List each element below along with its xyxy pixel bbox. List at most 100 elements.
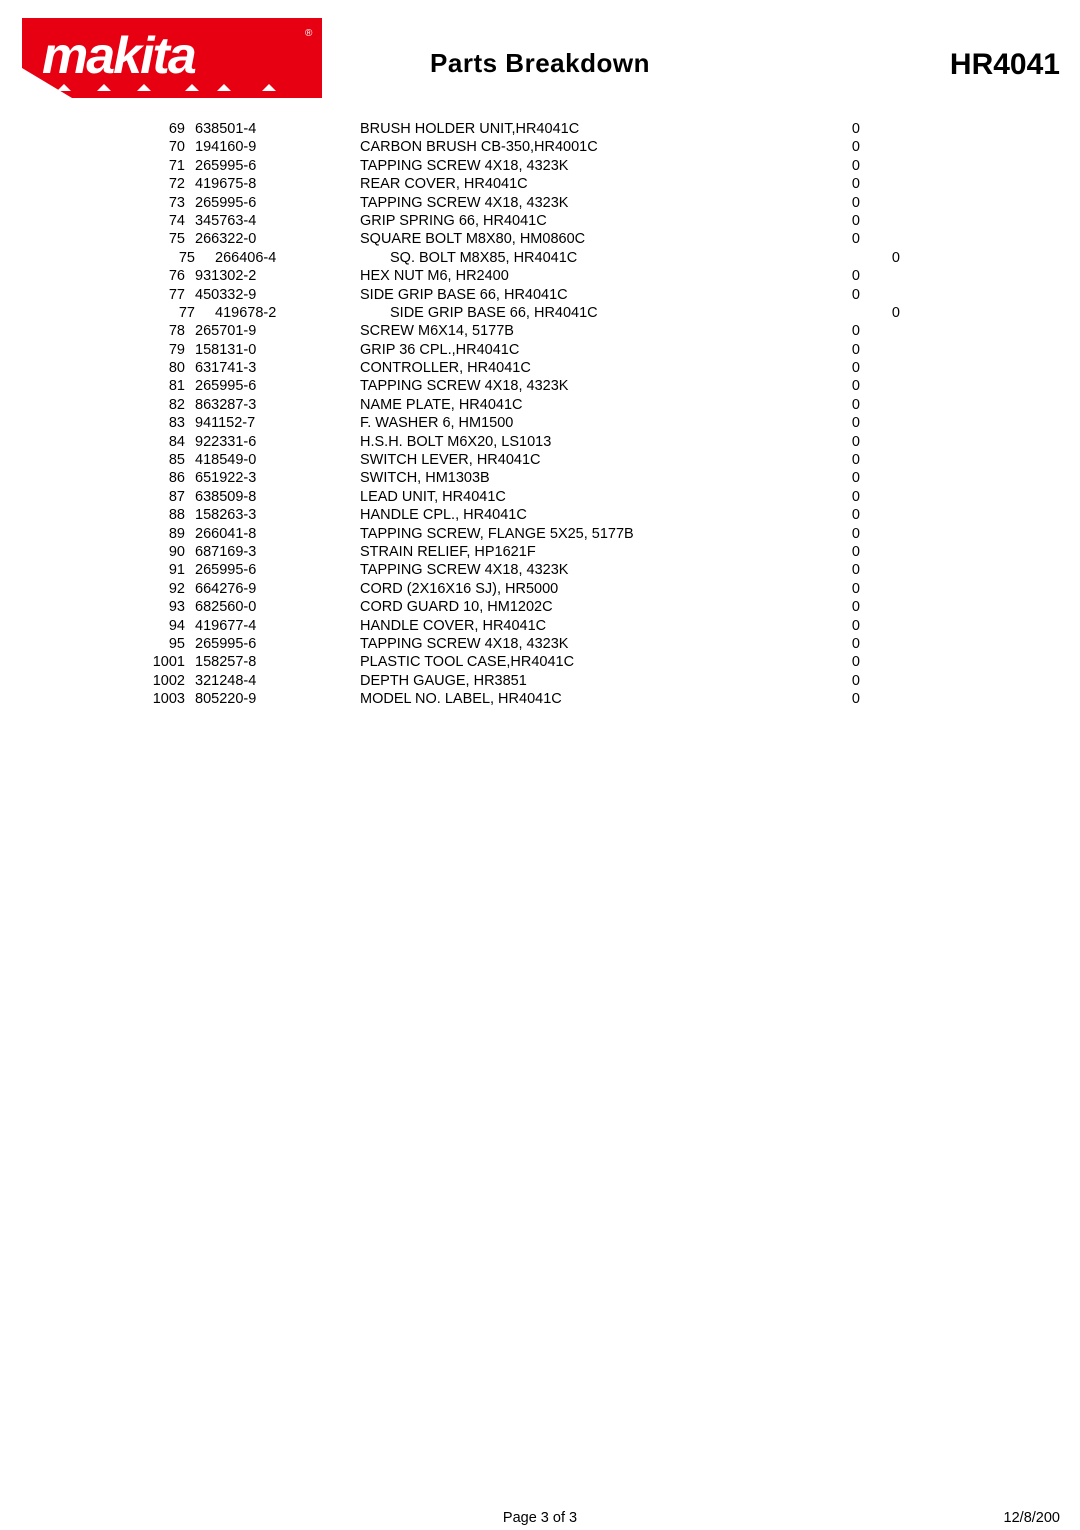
table-row: 94419677-4HANDLE COVER, HR4041C0: [100, 617, 920, 635]
page-title: Parts Breakdown: [430, 48, 650, 79]
row-qty: 0: [790, 120, 860, 138]
row-index: 70: [100, 138, 195, 156]
row-qty: 0: [820, 304, 900, 322]
table-row: 80631741-3CONTROLLER, HR4041C0: [100, 359, 920, 377]
row-description: CARBON BRUSH CB-350,HR4001C: [360, 138, 790, 156]
table-row: 86651922-3SWITCH, HM1303B0: [100, 469, 920, 487]
table-row: 71265995-6TAPPING SCREW 4X18, 4323K0: [100, 157, 920, 175]
header: makita ® Parts Breakdown HR4041: [0, 0, 1080, 110]
row-part-number: 265701-9: [195, 322, 360, 340]
row-description: BRUSH HOLDER UNIT,HR4041C: [360, 120, 790, 138]
row-description: CONTROLLER, HR4041C: [360, 359, 790, 377]
row-part-number: 631741-3: [195, 359, 360, 377]
row-index: 89: [100, 525, 195, 543]
row-description: SCREW M6X14, 5177B: [360, 322, 790, 340]
table-row: 89266041-8TAPPING SCREW, FLANGE 5X25, 51…: [100, 525, 920, 543]
row-index: 95: [100, 635, 195, 653]
row-description: SQ. BOLT M8X85, HR4041C: [370, 249, 820, 267]
row-qty: 0: [790, 488, 860, 506]
row-part-number: 450332-9: [195, 286, 360, 304]
row-index: 85: [100, 451, 195, 469]
row-index: 76: [100, 267, 195, 285]
row-index: 79: [100, 341, 195, 359]
row-part-number: 805220-9: [195, 690, 360, 708]
row-description: HANDLE CPL., HR4041C: [360, 506, 790, 524]
row-qty: 0: [790, 175, 860, 193]
table-row: 77450332-9SIDE GRIP BASE 66, HR4041C0: [100, 286, 920, 304]
table-row: 91265995-6TAPPING SCREW 4X18, 4323K0: [100, 561, 920, 579]
table-row: 72419675-8REAR COVER, HR4041C0: [100, 175, 920, 193]
table-row: 79158131-0GRIP 36 CPL.,HR4041C0: [100, 341, 920, 359]
row-part-number: 265995-6: [195, 194, 360, 212]
table-row: 85418549-0SWITCH LEVER, HR4041C0: [100, 451, 920, 469]
row-index: 94: [100, 617, 195, 635]
row-index: 92: [100, 580, 195, 598]
table-row: 87638509-8LEAD UNIT, HR4041C0: [100, 488, 920, 506]
row-part-number: 194160-9: [195, 138, 360, 156]
row-part-number: 266406-4: [195, 249, 370, 267]
row-description: DEPTH GAUGE, HR3851: [360, 672, 790, 690]
row-index: 88: [100, 506, 195, 524]
table-row: 82863287-3NAME PLATE, HR4041C0: [100, 396, 920, 414]
row-description: LEAD UNIT, HR4041C: [360, 488, 790, 506]
page: makita ® Parts Breakdown HR4041 69638501…: [0, 0, 1080, 1530]
row-description: HANDLE COVER, HR4041C: [360, 617, 790, 635]
row-description: H.S.H. BOLT M6X20, LS1013: [360, 433, 790, 451]
table-row: 83941152-7F. WASHER 6, HM15000: [100, 414, 920, 432]
row-index: 74: [100, 212, 195, 230]
row-index: 80: [100, 359, 195, 377]
row-index: 77: [100, 304, 195, 322]
row-qty: 0: [790, 598, 860, 616]
row-part-number: 158131-0: [195, 341, 360, 359]
row-part-number: 265995-6: [195, 561, 360, 579]
row-index: 77: [100, 286, 195, 304]
row-description: NAME PLATE, HR4041C: [360, 396, 790, 414]
row-description: TAPPING SCREW 4X18, 4323K: [360, 157, 790, 175]
row-index: 84: [100, 433, 195, 451]
footer-date: 12/8/200: [1004, 1510, 1060, 1526]
table-row: 76931302-2HEX NUT M6, HR24000: [100, 267, 920, 285]
row-qty: 0: [790, 635, 860, 653]
row-part-number: 321248-4: [195, 672, 360, 690]
row-part-number: 419678-2: [195, 304, 370, 322]
row-part-number: 638501-4: [195, 120, 360, 138]
row-part-number: 664276-9: [195, 580, 360, 598]
row-description: STRAIN RELIEF, HP1621F: [360, 543, 790, 561]
row-part-number: 158257-8: [195, 653, 360, 671]
row-qty: 0: [790, 451, 860, 469]
row-description: CORD (2X16X16 SJ), HR5000: [360, 580, 790, 598]
row-part-number: 863287-3: [195, 396, 360, 414]
table-row: 73265995-6TAPPING SCREW 4X18, 4323K0: [100, 194, 920, 212]
row-description: REAR COVER, HR4041C: [360, 175, 790, 193]
row-qty: 0: [790, 543, 860, 561]
row-qty: 0: [790, 267, 860, 285]
table-row: 93682560-0CORD GUARD 10, HM1202C0: [100, 598, 920, 616]
row-description: SWITCH, HM1303B: [360, 469, 790, 487]
row-part-number: 941152-7: [195, 414, 360, 432]
svg-text:makita: makita: [42, 27, 196, 85]
row-index: 91: [100, 561, 195, 579]
row-qty: 0: [790, 433, 860, 451]
row-description: HEX NUT M6, HR2400: [360, 267, 790, 285]
table-row: 1002321248-4DEPTH GAUGE, HR38510: [100, 672, 920, 690]
row-qty: 0: [790, 212, 860, 230]
table-row: 90687169-3STRAIN RELIEF, HP1621F0: [100, 543, 920, 561]
row-part-number: 922331-6: [195, 433, 360, 451]
row-part-number: 265995-6: [195, 157, 360, 175]
row-description: PLASTIC TOOL CASE,HR4041C: [360, 653, 790, 671]
row-index: 81: [100, 377, 195, 395]
row-index: 75: [100, 230, 195, 248]
row-description: MODEL NO. LABEL, HR4041C: [360, 690, 790, 708]
row-description: TAPPING SCREW 4X18, 4323K: [360, 635, 790, 653]
row-description: TAPPING SCREW 4X18, 4323K: [360, 377, 790, 395]
table-row: 81265995-6TAPPING SCREW 4X18, 4323K0: [100, 377, 920, 395]
row-part-number: 638509-8: [195, 488, 360, 506]
row-qty: 0: [790, 561, 860, 579]
row-part-number: 419677-4: [195, 617, 360, 635]
row-index: 1003: [100, 690, 195, 708]
row-index: 1002: [100, 672, 195, 690]
row-qty: 0: [790, 359, 860, 377]
row-part-number: 687169-3: [195, 543, 360, 561]
row-qty: 0: [790, 672, 860, 690]
row-qty: 0: [790, 341, 860, 359]
